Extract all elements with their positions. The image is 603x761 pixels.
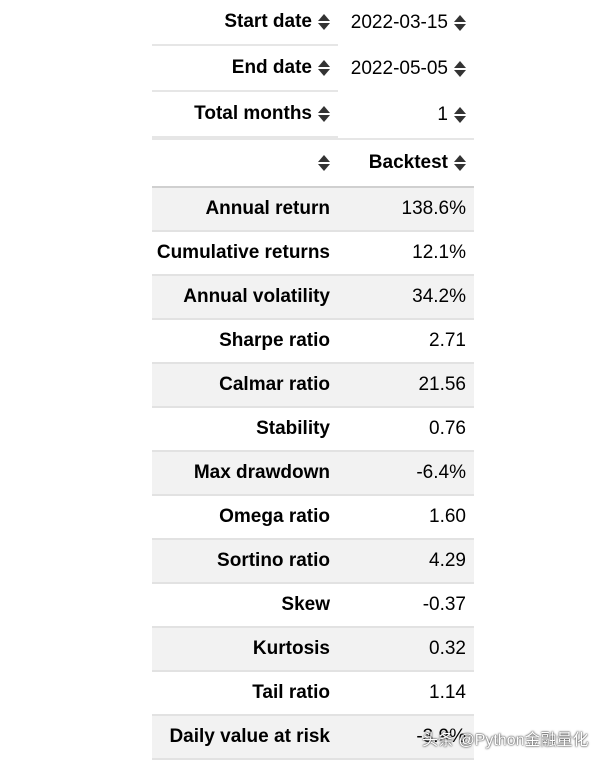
row-label: Sortino ratio [217,550,330,571]
row-value: -6.4% [416,462,466,483]
sort-icon[interactable] [318,155,330,171]
header-row-total-months: Total months 1 [152,92,474,138]
header-value: 1 [437,104,448,125]
row-label: Tail ratio [252,682,330,703]
header-label-cell[interactable]: Start date [152,0,338,46]
sort-icon[interactable] [318,14,330,30]
header-value-cell[interactable]: 1 [338,104,474,126]
column-header-cell[interactable]: Backtest [338,152,474,174]
table-row: Stability 0.76 [152,408,474,452]
table-row: Skew -0.37 [152,584,474,628]
row-label: Stability [256,418,330,439]
row-label: Omega ratio [219,506,330,527]
sort-icon[interactable] [454,155,466,171]
header-label: Start date [224,11,312,32]
row-value: 2.71 [429,330,466,351]
row-value: -3.9% [416,726,466,747]
row-value: 0.76 [429,418,466,439]
backtest-stats-table: Start date 2022-03-15 End date 2022-05-0… [152,0,474,760]
table-row: Max drawdown -6.4% [152,452,474,496]
row-label: Kurtosis [252,638,330,659]
table-row: Daily value at risk -3.9% [152,716,474,760]
sort-icon[interactable] [454,107,466,123]
header-value: 2022-05-05 [350,58,448,79]
table-row: Tail ratio 1.14 [152,672,474,716]
column-header-label: Backtest [368,152,448,173]
row-value: 1.60 [429,506,466,527]
table-row: Annual return 138.6% [152,188,474,232]
header-row-start-date: Start date 2022-03-15 [152,0,474,46]
table-row: Omega ratio 1.60 [152,496,474,540]
row-label: Calmar ratio [219,374,330,395]
table-row: Cumulative returns 12.1% [152,232,474,276]
header-label-cell[interactable]: End date [152,46,338,92]
watermark: 头条 @Python金融量化 [422,732,589,749]
row-value: -0.37 [422,594,466,615]
row-value: 34.2% [412,286,466,307]
row-value: 4.29 [429,550,466,571]
row-label: Daily value at risk [169,726,330,747]
row-value: 21.56 [418,374,466,395]
table-row: Sortino ratio 4.29 [152,540,474,584]
header-label-cell[interactable]: Total months [152,92,338,138]
row-label: Annual return [205,198,330,219]
header-value-cell[interactable]: 2022-03-15 [338,12,474,34]
row-value: 1.14 [429,682,466,703]
header-label: End date [231,57,312,78]
header-label: Total months [194,103,312,124]
header-row-column-names: Backtest [152,138,474,186]
row-label: Skew [281,594,330,615]
table-row: Sharpe ratio 2.71 [152,320,474,364]
header-divider [152,186,474,188]
row-label: Sharpe ratio [219,330,330,351]
sort-icon[interactable] [454,15,466,31]
index-header-cell[interactable] [152,155,338,171]
row-value: 0.32 [429,638,466,659]
sort-icon[interactable] [454,61,466,77]
table-row: Kurtosis 0.32 [152,628,474,672]
header-value-cell[interactable]: 2022-05-05 [338,58,474,80]
row-label: Max drawdown [193,462,330,483]
header-value: 2022-03-15 [350,12,448,33]
sort-icon[interactable] [318,60,330,76]
table-row: Calmar ratio 21.56 [152,364,474,408]
header-row-end-date: End date 2022-05-05 [152,46,474,92]
row-value: 138.6% [401,198,466,219]
sort-icon[interactable] [318,106,330,122]
row-label: Cumulative returns [156,242,330,263]
table-row: Annual volatility 34.2% [152,276,474,320]
row-value: 12.1% [412,242,466,263]
row-label: Annual volatility [183,286,330,307]
